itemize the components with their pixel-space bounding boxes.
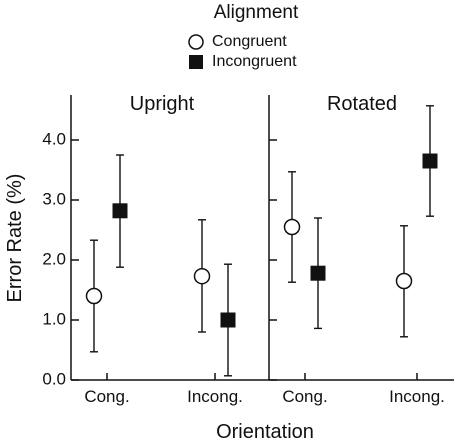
x-tick-label: Incong.	[389, 387, 445, 406]
legend-incongruent-label: Incongruent	[212, 53, 297, 70]
data-marks	[85, 105, 438, 377]
incongruent-point	[422, 153, 438, 169]
congruent-point	[395, 272, 413, 290]
legend-incongruent-marker	[189, 55, 203, 69]
x-tick-label: Cong.	[282, 387, 327, 406]
legend-congruent-label: Congruent	[212, 33, 287, 50]
incongruent-point	[112, 203, 128, 219]
panel-title-rotated: Rotated	[327, 93, 397, 115]
x-axis-title: Orientation	[216, 421, 314, 442]
y-tick-label: 3.0	[42, 189, 66, 208]
legend-title: Alignment	[214, 2, 299, 23]
y-axis-title: Error Rate (%)	[4, 174, 26, 303]
y-tick-label: 1.0	[42, 309, 66, 328]
axes	[70, 95, 454, 381]
legend-congruent-marker	[188, 34, 204, 50]
panel-title-upright: Upright	[130, 93, 195, 115]
legend: Alignment Congruent Incongruent	[188, 2, 299, 70]
x-ticks: Cong. Incong. Cong. Incong.	[84, 373, 445, 406]
x-tick-label: Cong.	[84, 387, 129, 406]
x-tick-label: Incong.	[187, 387, 243, 406]
congruent-point	[283, 218, 301, 236]
congruent-point	[85, 287, 103, 305]
congruent-point	[193, 267, 211, 285]
y-ticks: 0.0 1.0 2.0 3.0 4.0	[42, 129, 277, 388]
incongruent-point	[220, 312, 236, 328]
y-tick-label: 2.0	[42, 249, 66, 268]
y-tick-label: 0.0	[42, 369, 66, 388]
incongruent-point	[310, 265, 326, 281]
y-tick-label: 4.0	[42, 129, 66, 148]
